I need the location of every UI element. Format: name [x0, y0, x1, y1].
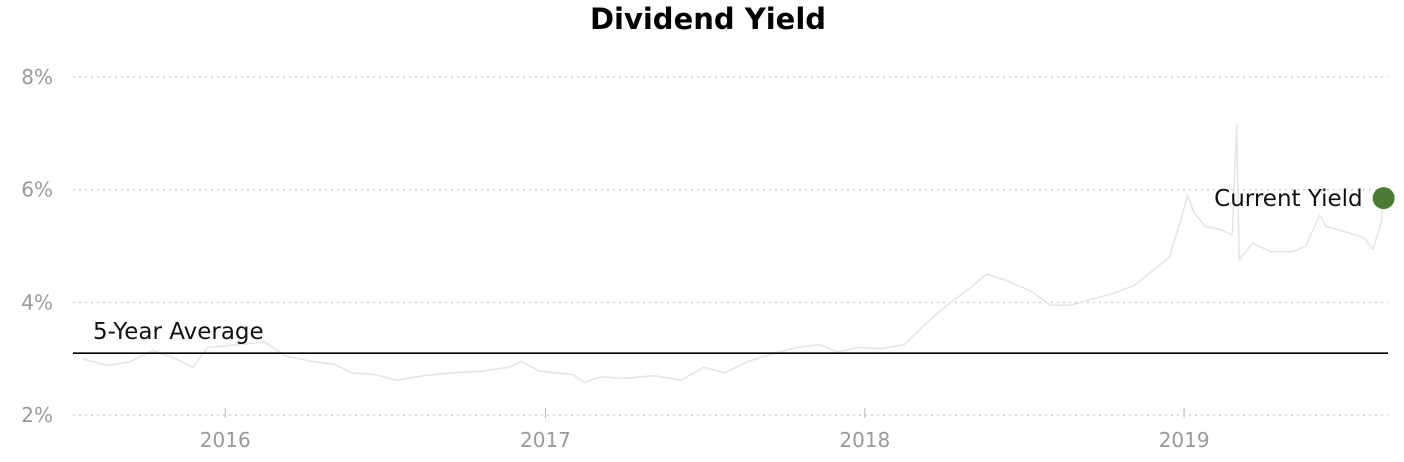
- current-yield-label: Current Yield: [1214, 186, 1362, 212]
- y-axis-tick-labels: 2% 4% 6% 8%: [21, 65, 53, 427]
- series-layer: [82, 124, 1385, 384]
- x-axis-ticks: 2016 2017 2018 2019: [200, 408, 1210, 452]
- x-tick-label: 2018: [839, 428, 890, 452]
- chart-title: Dividend Yield: [589, 2, 827, 36]
- y-tick-label: 4%: [21, 290, 53, 314]
- grid-lines: [73, 76, 1388, 416]
- reference-layer: 5-Year Average: [73, 319, 1388, 354]
- current-yield-marker: [1372, 187, 1395, 210]
- x-tick-label: 2019: [1159, 428, 1210, 452]
- y-tick-label: 6%: [21, 178, 53, 202]
- x-tick-label: 2016: [200, 428, 251, 452]
- five-year-average-label: 5-Year Average: [93, 319, 264, 345]
- yield-series-line: [82, 124, 1385, 384]
- current-yield-layer: Current Yield: [1214, 186, 1395, 212]
- y-tick-label: 2%: [21, 403, 53, 427]
- y-tick-label: 8%: [21, 65, 53, 89]
- x-tick-label: 2017: [520, 428, 571, 452]
